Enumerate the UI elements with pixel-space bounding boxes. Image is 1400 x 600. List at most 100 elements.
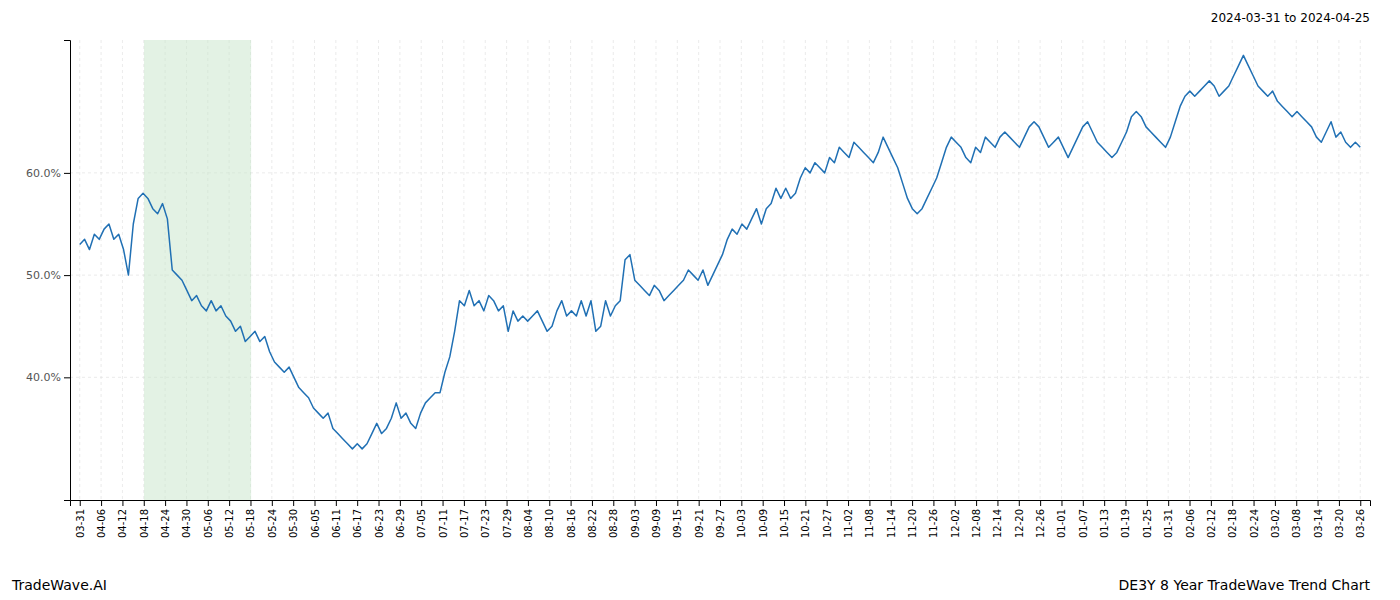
grid-line-y (70, 275, 1370, 276)
x-tick-label: 10-03 (736, 509, 747, 538)
x-tick: 01-13 (1099, 500, 1110, 538)
chart: 03-3104-0604-1204-1804-2404-3005-0605-12… (0, 0, 1400, 600)
x-tick-mark (1232, 500, 1233, 506)
x-tick-mark (186, 500, 187, 506)
grid-line-x (570, 40, 571, 500)
x-tick: 05-30 (288, 500, 299, 538)
grid-line-y (70, 172, 1370, 173)
grid-line-x (463, 40, 464, 500)
x-tick-label: 08-28 (608, 509, 619, 538)
x-tick: 09-03 (630, 500, 641, 538)
grid-line-x (549, 40, 550, 500)
x-tick-mark (1275, 500, 1276, 506)
x-tick-mark (443, 500, 444, 506)
grid-line-x (378, 40, 379, 500)
x-tick-mark (571, 500, 572, 506)
x-tick-label: 09-21 (694, 509, 705, 538)
footer-text: DE3Y 8 Year TradeWave Trend Chart (1119, 577, 1371, 593)
x-tick-label: 06-05 (310, 509, 321, 538)
x-tick-label: 01-13 (1099, 509, 1110, 538)
grid-line-x (421, 40, 422, 500)
x-tick-label: 11-02 (843, 509, 854, 538)
x-tick-mark (1168, 500, 1169, 506)
x-tick-mark (1147, 500, 1148, 506)
x-tick-mark (507, 500, 508, 506)
x-tick-mark (528, 500, 529, 506)
x-tick-mark (1061, 500, 1062, 506)
x-tick: 07-29 (502, 500, 513, 538)
y-tick-label: 50.0% (26, 269, 61, 282)
x-tick-mark (1104, 500, 1105, 506)
grid-line-x (912, 40, 913, 500)
x-tick-mark (1211, 500, 1212, 506)
x-tick-mark (1296, 500, 1297, 506)
x-tick: 09-21 (694, 500, 705, 538)
x-tick-mark (933, 500, 934, 506)
x-tick: 10-09 (758, 500, 769, 538)
x-tick-mark (848, 500, 849, 506)
x-tick: 06-29 (395, 500, 406, 538)
grid-line-x (1360, 40, 1361, 500)
x-tick-label: 01-07 (1078, 509, 1089, 538)
x-tick-label: 03-26 (1355, 509, 1366, 538)
x-tick: 09-09 (651, 500, 662, 538)
grid-line-x (79, 40, 80, 500)
x-tick: 04-06 (96, 500, 107, 538)
x-tick-label: 07-17 (459, 509, 470, 538)
grid-line-x (848, 40, 849, 500)
grid-line-x (122, 40, 123, 500)
x-tick-mark (805, 500, 806, 506)
x-tick: 11-26 (928, 500, 939, 538)
grid-line-x (1061, 40, 1062, 500)
x-tick: 12-14 (992, 500, 1003, 538)
x-tick-label: 04-18 (139, 509, 150, 538)
x-tick-mark (357, 500, 358, 506)
x-tick-mark (613, 500, 614, 506)
grid-line-x (655, 40, 656, 500)
x-tick-mark (1083, 500, 1084, 506)
grid-line-x (634, 40, 635, 500)
grid (70, 40, 1370, 500)
x-tick-label: 12-02 (950, 509, 961, 538)
x-tick-label: 05-18 (245, 509, 256, 538)
x-tick: 03-08 (1291, 500, 1302, 538)
grid-line-x (997, 40, 998, 500)
x-tick-mark (592, 500, 593, 506)
x-tick: 11-02 (843, 500, 854, 538)
x-tick-label: 06-11 (331, 509, 342, 538)
x-tick-label: 09-27 (715, 509, 726, 538)
grid-line-x (442, 40, 443, 500)
x-tick: 01-19 (1120, 500, 1131, 538)
x-tick-label: 03-14 (1313, 509, 1324, 538)
grid-line-x (698, 40, 699, 500)
x-tick-mark (699, 500, 700, 506)
x-tick-label: 10-27 (822, 509, 833, 538)
x-tick-mark (549, 500, 550, 506)
x-tick-label: 09-03 (630, 509, 641, 538)
x-tick: 08-04 (523, 500, 534, 538)
x-tick-label: 04-24 (160, 509, 171, 538)
x-tick: 01-01 (1056, 500, 1067, 538)
x-tick-label: 06-29 (395, 509, 406, 538)
x-tick: 03-20 (1334, 500, 1345, 538)
grid-line-x (591, 40, 592, 500)
x-tick: 04-18 (139, 500, 150, 538)
x-tick: 03-26 (1355, 500, 1366, 538)
x-tick-label: 05-24 (267, 509, 278, 538)
x-tick-mark (293, 500, 294, 506)
x-tick-mark (1360, 500, 1361, 506)
x-tick-label: 01-19 (1120, 509, 1131, 538)
x-tick-label: 11-26 (928, 509, 939, 538)
x-tick-mark (379, 500, 380, 506)
x-tick-mark (1339, 500, 1340, 506)
x-tick-label: 09-15 (672, 509, 683, 538)
x-tick: 07-17 (459, 500, 470, 538)
x-tick-label: 07-29 (502, 509, 513, 538)
x-tick: 10-03 (736, 500, 747, 538)
x-tick-mark (656, 500, 657, 506)
x-tick: 03-31 (75, 500, 86, 538)
y-axis: 40.0%50.0%60.0% (26, 41, 70, 501)
x-tick-mark (891, 500, 892, 506)
x-tick: 06-17 (352, 500, 363, 538)
footer-text: TradeWave.AI (11, 577, 107, 593)
